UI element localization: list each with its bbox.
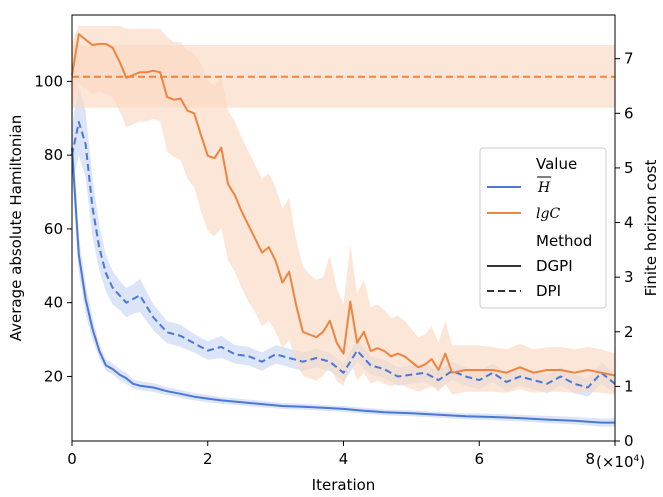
y-right-tick-label: 4 [624, 214, 634, 232]
y-axis-right: 0 1 2 3 4 5 6 7 [615, 50, 634, 450]
y-left-tick-label: 20 [44, 367, 63, 385]
x-multiplier-close: ) [639, 453, 645, 471]
x-axis-label: Iteration [312, 476, 376, 494]
y-left-tick-label: 100 [34, 72, 63, 90]
x-tick-label: 0 [67, 450, 77, 468]
y-left-tick-label: 40 [44, 294, 63, 312]
y-axis-left-label: Average absolute Hamiltonian [7, 115, 25, 341]
legend-value-title: Value [536, 155, 577, 173]
y-right-tick-label: 7 [624, 50, 634, 68]
y-right-tick-label: 0 [624, 432, 634, 450]
y-left-tick-label: 60 [44, 220, 63, 238]
x-axis: 0 2 4 6 8 [67, 441, 616, 468]
y-right-tick-label: 2 [624, 323, 634, 341]
legend-label-lgc: lgC [536, 206, 560, 222]
y-axis-right-label: Finite horizon cost [642, 160, 660, 297]
y-right-tick-label: 5 [624, 159, 634, 177]
series-h-dgpi-line [71, 147, 615, 424]
x-tick-label: 8 [585, 450, 595, 468]
y-axis-left: 20 40 60 80 100 [34, 72, 72, 385]
x-tick-label: 6 [474, 450, 484, 468]
series-lines [71, 33, 616, 424]
y-right-tick-label: 3 [624, 268, 634, 286]
legend-label-h: H [537, 180, 551, 196]
x-multiplier: (×104) [596, 453, 645, 471]
series-lgc-dpi-band [72, 45, 615, 108]
series-lgc-dgpi-band [72, 25, 615, 395]
x-tick-label: 2 [203, 450, 213, 468]
y-left-tick-label: 80 [44, 146, 63, 164]
legend-label-dpi: DPI [536, 282, 561, 300]
legend-label-dgpi: DGPI [536, 257, 573, 275]
y-right-tick-label: 1 [624, 377, 634, 395]
x-multiplier-base: (×10 [596, 453, 634, 471]
series-lgc-dgpi-line [71, 33, 616, 377]
x-tick-label: 4 [339, 450, 349, 468]
confidence-bands [72, 25, 615, 427]
legend: Value H lgC Method DGPI DPI [479, 147, 607, 309]
legend-method-title: Method [536, 232, 592, 250]
x-multiplier-exponent: 4 [634, 454, 640, 464]
y-right-tick-label: 6 [624, 104, 634, 122]
